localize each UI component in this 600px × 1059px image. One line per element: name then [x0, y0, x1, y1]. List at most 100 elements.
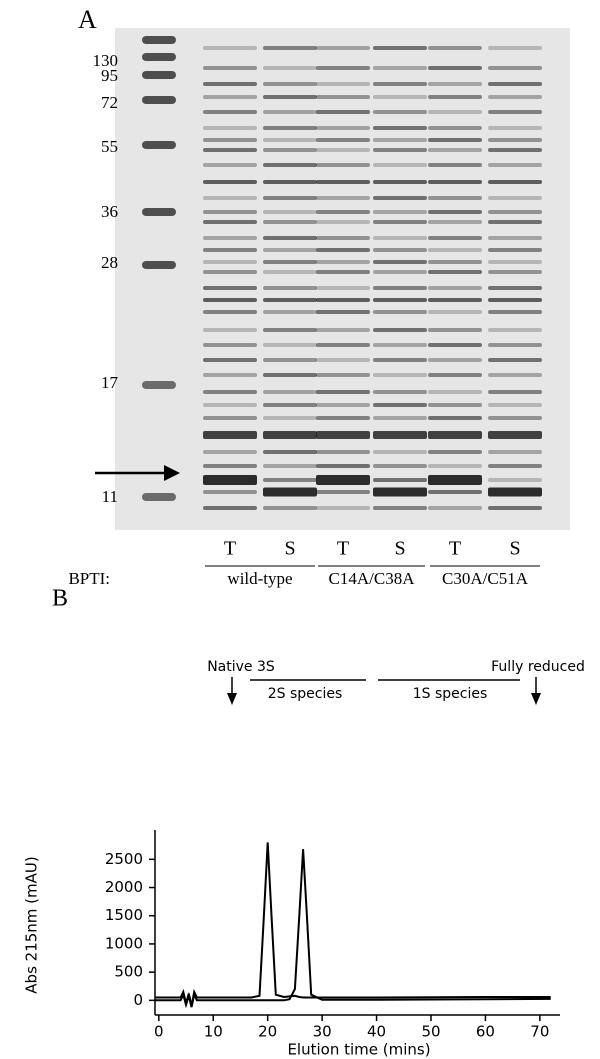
gel-band [428, 248, 482, 252]
x-tick-label: 50 [421, 1023, 440, 1041]
lane-label: S [284, 538, 295, 560]
gel-band [263, 478, 317, 482]
marker-band [142, 493, 176, 501]
gel-band [373, 163, 427, 167]
gel-band [316, 390, 370, 394]
gel-band [263, 416, 317, 420]
gel-band [316, 46, 370, 50]
gel-band [488, 210, 542, 214]
marker-band [142, 53, 176, 61]
gel-band [203, 358, 257, 362]
gel-band [428, 390, 482, 394]
gel-band [316, 450, 370, 454]
marker-label: 11 [102, 487, 118, 506]
gel-band [373, 66, 427, 70]
x-axis-label: Elution time (mins) [287, 1041, 430, 1059]
gel-band [263, 403, 317, 407]
gel-band [316, 66, 370, 70]
gel-band [316, 298, 370, 302]
gel-band [316, 358, 370, 362]
gel-band [373, 328, 427, 332]
gel-band [203, 180, 257, 184]
gel-band [428, 416, 482, 420]
y-tick-label: 0 [133, 991, 143, 1009]
gel-band [263, 220, 317, 224]
gel-band [203, 506, 257, 510]
gel-band [428, 163, 482, 167]
gel-band [428, 450, 482, 454]
gel-band [316, 148, 370, 152]
y-axis-label: Abs 215nm (mAU) [23, 856, 41, 993]
gel-band [316, 286, 370, 290]
gel-band [263, 82, 317, 86]
gel-band [203, 210, 257, 214]
gel-band [428, 431, 482, 439]
marker-band [142, 96, 176, 104]
gel-band [428, 403, 482, 407]
gel-band [488, 343, 542, 347]
gel-band [203, 46, 257, 50]
gel-band [488, 416, 542, 420]
annotation: Native 3S [207, 659, 275, 675]
gel-band [488, 163, 542, 167]
x-tick-label: 70 [530, 1023, 549, 1041]
gel-band [488, 487, 542, 497]
marker-label: 130 [93, 51, 119, 70]
gel-band [373, 126, 427, 130]
gel-band [488, 373, 542, 377]
x-tick-label: 40 [367, 1023, 386, 1041]
gel-band [373, 416, 427, 420]
marker-band [142, 71, 176, 79]
gel-band [263, 126, 317, 130]
gel-band [373, 220, 427, 224]
x-tick-label: 60 [476, 1023, 495, 1041]
gel-band [316, 236, 370, 240]
gel-band [373, 110, 427, 114]
y-tick-label: 1000 [105, 934, 143, 952]
gel-band [203, 95, 257, 99]
gel-band [488, 248, 542, 252]
gel-band [373, 95, 427, 99]
gel-band [263, 431, 317, 439]
marker-label: 72 [101, 93, 118, 112]
gel-band [203, 450, 257, 454]
marker-band [142, 208, 176, 216]
gel-band [316, 464, 370, 468]
gel-band [488, 95, 542, 99]
gel-band [263, 66, 317, 70]
gel-band [428, 373, 482, 377]
gel-band [263, 260, 317, 264]
gel-band [203, 248, 257, 252]
gel-band [316, 248, 370, 252]
gel-band [373, 373, 427, 377]
gel-band [263, 343, 317, 347]
gel-band [203, 490, 257, 494]
gel-band [263, 464, 317, 468]
gel-band [428, 464, 482, 468]
gel-band [203, 416, 257, 420]
gel-band [203, 66, 257, 70]
gel-band [373, 358, 427, 362]
arrow-head [531, 693, 541, 705]
y-tick-label: 1500 [105, 906, 143, 924]
gel-band [373, 210, 427, 214]
gel-band [373, 464, 427, 468]
gel-band [488, 358, 542, 362]
gel-band [373, 403, 427, 407]
gel-band [316, 220, 370, 224]
gel-band [203, 343, 257, 347]
gel-band [428, 490, 482, 494]
gel-band [428, 180, 482, 184]
panel-label: B [52, 586, 68, 612]
gel-band [488, 270, 542, 274]
gel-band [316, 82, 370, 86]
gel-band [373, 46, 427, 50]
gel-band [203, 403, 257, 407]
gel-band [428, 506, 482, 510]
gel-band [488, 403, 542, 407]
gel-band [373, 487, 427, 497]
gel-band [373, 248, 427, 252]
gel-band [263, 286, 317, 290]
